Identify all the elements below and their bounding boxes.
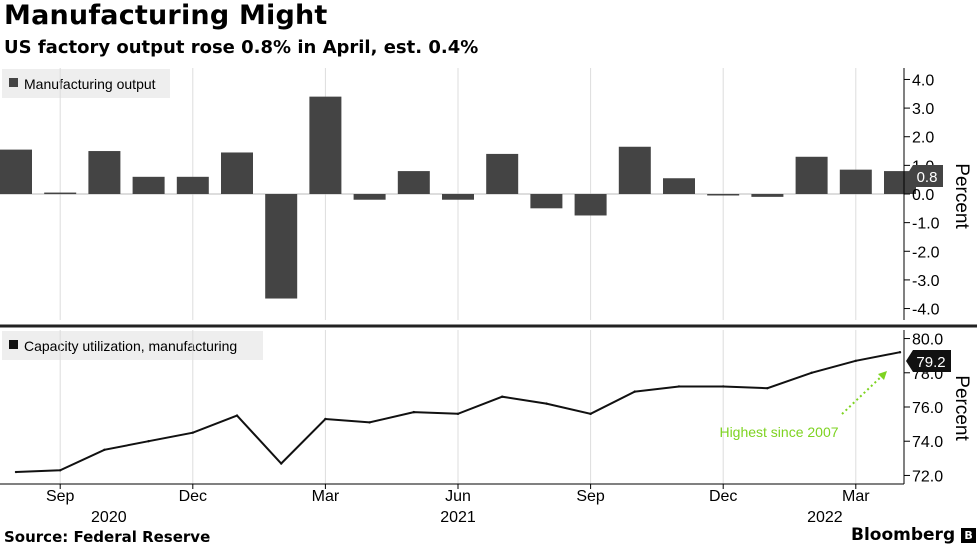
output-ytick-label: -4.0: [912, 302, 940, 319]
capacity-ytick-label: 76.0: [912, 400, 943, 417]
capacity-point-11: [501, 395, 504, 398]
capacity-point-14: [633, 390, 636, 393]
output-bar-19: [839, 169, 872, 194]
capacity-point-8: [368, 421, 371, 424]
output-y-axis: 4.03.02.01.00.0-1.0-2.0-3.0-4.0: [903, 68, 940, 320]
capacity-point-3: [147, 440, 150, 443]
x-year-label-2020: 2020: [91, 509, 127, 526]
capacity-y-axis-title: Percent: [951, 375, 972, 441]
output-ytick-label: 2.0: [912, 130, 934, 147]
output-bar-8: [353, 194, 386, 200]
x-tick-label-mar: Mar: [842, 488, 870, 505]
capacity-point-0: [14, 470, 18, 474]
output-legend-swatch: [9, 78, 18, 87]
output-ytick-label: -1.0: [912, 216, 940, 233]
output-ytick-label: -3.0: [912, 273, 940, 290]
output-ytick-label: 0.0: [912, 187, 934, 204]
annotation-arrow: [841, 373, 885, 415]
output-bar-1: [44, 192, 77, 195]
output-bar-7: [309, 96, 342, 194]
capacity-legend-swatch: [9, 340, 18, 349]
capacity-gridlines: [59, 330, 857, 484]
output-y-axis-title: Percent: [951, 163, 972, 229]
capacity-point-9: [412, 410, 415, 414]
output-legend-box: [2, 69, 170, 98]
output-last-value-badge: 0.8: [906, 165, 943, 187]
x-axis: Sep Dec Mar Jun Sep Dec Mar 2020 2021 2022: [0, 483, 904, 526]
output-ytick-label: 3.0: [912, 101, 934, 118]
output-bar-2: [88, 151, 121, 194]
output-bar-15: [663, 178, 695, 194]
output-bar-5: [221, 152, 253, 194]
capacity-last-value-badge: 79.2: [906, 350, 951, 372]
chart-subtitle: US factory output rose 0.8% in April, es…: [4, 37, 479, 58]
bloomberg-logo: Bloomberg B: [851, 525, 977, 545]
capacity-point-19: [854, 359, 857, 362]
highest-since-2007-annotation: Highest since 2007: [719, 371, 887, 440]
capacity-point-10: [456, 412, 460, 416]
capacity-point-20: [898, 351, 902, 354]
capacity-point-16: [722, 385, 725, 388]
capacity-ytick-label: 72.0: [912, 468, 943, 485]
annotation-text: Highest since 2007: [719, 424, 838, 440]
x-tick-label-dec: Dec: [709, 488, 737, 505]
output-bar-3: [132, 176, 165, 194]
capacity-line-group: [14, 351, 902, 474]
capacity-point-12: [545, 402, 548, 405]
capacity-point-2: [103, 448, 106, 451]
source-note: Source: Federal Reserve: [4, 528, 211, 546]
x-year-label-2022: 2022: [807, 509, 843, 526]
output-bar-9: [397, 171, 430, 194]
output-bar-18: [795, 156, 828, 194]
chart-title: Manufacturing Might: [4, 0, 328, 31]
output-bar-12: [530, 194, 563, 209]
output-bar-14: [618, 146, 651, 194]
x-tick-label-jun: Jun: [445, 488, 471, 505]
output-bar-11: [486, 153, 519, 194]
capacity-point-15: [677, 385, 681, 388]
x-tick-label-sep: Sep: [46, 488, 75, 505]
capacity-y-axis: 80.078.076.074.072.0: [903, 330, 943, 485]
x-tick-label-dec: Dec: [179, 488, 207, 505]
output-bar-13: [574, 194, 607, 216]
capacity-legend-box: [2, 331, 263, 360]
output-bar-17: [751, 194, 784, 197]
capacity-point-18: [810, 371, 813, 374]
output-legend-label: Manufacturing output: [24, 76, 156, 92]
brand-mark-icon: B: [961, 528, 977, 543]
brand-name: Bloomberg: [851, 525, 956, 545]
x-tick-label-sep: Sep: [576, 488, 605, 505]
capacity-point-4: [191, 431, 194, 434]
capacity-ytick-label: 80.0: [912, 332, 943, 349]
capacity-point-13: [589, 412, 592, 416]
capacity-legend-label: Capacity utilization, manufacturing: [24, 338, 237, 354]
output-bar-16: [707, 194, 740, 196]
x-year-label-2021: 2021: [440, 509, 476, 526]
output-bar-10: [442, 194, 474, 200]
annotation-arrowhead: [878, 371, 887, 380]
output-bar-6: [265, 194, 298, 299]
output-bar-0: [0, 149, 32, 194]
x-tick-label-mar: Mar: [312, 488, 340, 505]
capacity-ytick-label: 74.0: [912, 434, 943, 451]
capacity-point-5: [235, 414, 239, 417]
capacity-point-6: [280, 462, 283, 465]
capacity-point-17: [766, 386, 769, 390]
output-ytick-label: 4.0: [912, 72, 934, 89]
output-bars: [0, 96, 916, 299]
svg-text:79.2: 79.2: [916, 354, 945, 371]
svg-text:0.8: 0.8: [917, 169, 938, 186]
capacity-point-1: [59, 469, 62, 472]
output-ytick-label: -2.0: [912, 244, 940, 261]
capacity-point-7: [324, 417, 327, 421]
output-bar-4: [176, 176, 209, 194]
